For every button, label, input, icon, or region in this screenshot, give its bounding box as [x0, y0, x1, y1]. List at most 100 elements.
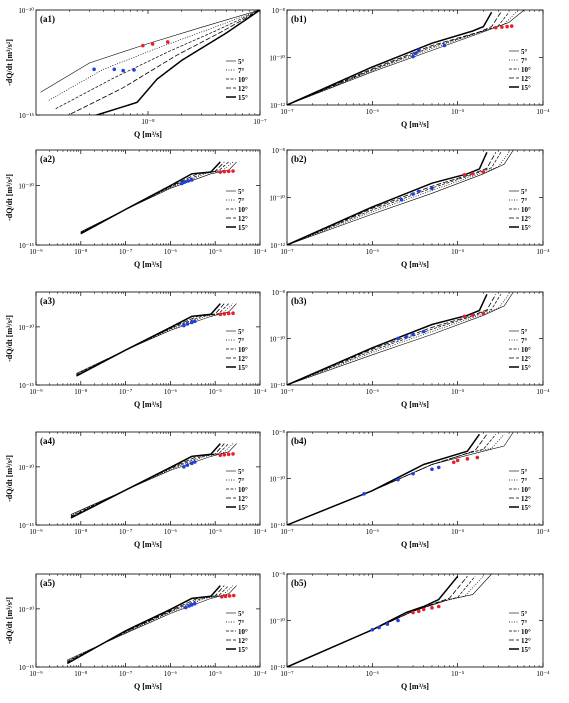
legend-label: 7° — [521, 619, 528, 627]
x-tick-label: 10⁻⁵ — [451, 670, 465, 678]
legend-label: 15° — [238, 364, 248, 372]
plot-frame — [35, 149, 261, 246]
series-line-4 — [67, 10, 260, 115]
red-marker — [222, 452, 227, 457]
series-line-1 — [287, 292, 514, 385]
x-tick-label: 10⁻⁷ — [119, 528, 133, 536]
legend-label: 10° — [521, 206, 531, 214]
blue-marker — [192, 601, 197, 606]
series-lines — [287, 292, 514, 385]
x-tick-label: 10⁻⁴ — [536, 670, 550, 678]
x-axis-label: Q [m³/s] — [134, 682, 162, 691]
panel-b4: 10⁻⁷ 10⁻⁶ 10⁻⁵ 10⁻⁴ 10⁻¹² 10⁻¹⁰ 10⁻⁸ (b4) 5°7°10… — [269, 429, 550, 549]
legend-label: 15° — [521, 224, 531, 232]
panel-label: (b1) — [291, 14, 307, 24]
x-tick-label: 10⁻⁵ — [451, 528, 465, 536]
blue-marker — [411, 332, 415, 337]
series-lines — [76, 303, 237, 377]
blue-marker — [436, 465, 441, 470]
blue-marker — [399, 198, 404, 202]
blue-marker — [377, 625, 381, 630]
plot-frame — [286, 573, 544, 668]
x-tick-label: 10⁻⁷ — [280, 388, 294, 396]
y-tick-label: 10⁻¹² — [270, 522, 285, 530]
x-tick-label: 10⁻⁸ — [74, 670, 88, 678]
red-marker — [165, 40, 170, 44]
y-tick-label: 10⁻¹⁰ — [269, 618, 285, 626]
red-marker — [219, 594, 224, 599]
legend-label: 5° — [238, 468, 245, 476]
y-tick-label: 10⁻⁸ — [272, 147, 286, 155]
legend-label: 15° — [238, 504, 248, 512]
series-line-1 — [287, 10, 525, 105]
blue-marker — [92, 67, 96, 72]
blue-marker — [442, 43, 447, 48]
y-tick-label: 10⁻¹² — [270, 102, 285, 110]
y-tick-label: 10⁻⁸ — [272, 289, 286, 297]
series-line-2 — [80, 161, 234, 233]
legend-label: 12° — [521, 215, 531, 223]
x-axis-label: Q [m³/s] — [134, 130, 162, 139]
y-tick-label: 10⁻¹⁰ — [269, 336, 285, 344]
series-line-2 — [287, 294, 510, 385]
red-marker — [150, 42, 155, 46]
x-tick-label: 10⁻⁴ — [536, 248, 550, 256]
series-lines — [66, 585, 237, 665]
x-tick-label: 10⁻⁸ — [74, 528, 88, 536]
legend-label: 7° — [521, 477, 528, 485]
blue-marker — [416, 189, 421, 194]
series-line-3 — [55, 10, 260, 110]
y-axis-label: -dQ/dt [m³/s²] — [5, 597, 14, 644]
red-marker — [421, 607, 426, 612]
plot-frame — [286, 431, 544, 526]
red-marker — [494, 25, 498, 30]
x-tick-label: 10⁻⁶ — [164, 528, 178, 536]
blue-marker — [183, 180, 187, 184]
red-marker — [231, 311, 235, 316]
red-marker — [481, 311, 486, 316]
series-line-4 — [287, 12, 502, 105]
panel-label: (a2) — [40, 154, 55, 164]
red-marker — [451, 460, 456, 465]
legend-label: 12° — [238, 495, 248, 503]
red-marker — [218, 453, 223, 458]
series-line-4 — [287, 576, 468, 667]
series-line-5 — [66, 585, 221, 665]
y-tick-label: 10⁻¹⁰ — [269, 55, 285, 63]
red-marker — [455, 458, 460, 463]
legend-label: 5° — [521, 48, 528, 56]
series-line-4 — [287, 294, 497, 385]
legend-label: 7° — [238, 337, 245, 345]
x-tick-label: 10⁻⁸ — [74, 248, 88, 256]
panel-a2: 10⁻⁹ 10⁻⁸ 10⁻⁷ 10⁻⁶ 10⁻⁵ 10⁻⁴ 10⁻¹⁵ 10⁻¹⁰ (a2) 5°… — [5, 149, 267, 269]
blue-marker — [396, 618, 400, 623]
panel-a1: 10⁻⁸ 10⁻⁷ 10⁻¹⁵ 10⁻¹⁰ (a1) 5°7°10°12°15° Q [m³… — [5, 7, 267, 139]
legend-label: 7° — [238, 477, 245, 485]
y-axis-label: -dQ/dt [m³/s²] — [5, 39, 14, 86]
x-tick-label: 10⁻⁸ — [141, 118, 155, 126]
blue-marker — [411, 192, 415, 196]
legend-label: 12° — [521, 75, 531, 83]
y-tick-label: 10⁻¹² — [270, 382, 285, 390]
plot-frame — [35, 291, 261, 386]
legend-label: 7° — [521, 57, 528, 65]
legend-label: 5° — [521, 328, 528, 336]
blue-marker — [112, 67, 117, 72]
legend-label: 15° — [238, 224, 248, 232]
blue-marker — [411, 54, 415, 59]
series-lines — [40, 10, 260, 115]
series-line-1 — [287, 150, 514, 245]
blue-marker — [396, 336, 400, 341]
series-line-3 — [287, 434, 497, 525]
legend-label: 7° — [521, 197, 528, 205]
red-marker — [226, 452, 231, 457]
blue-marker — [187, 604, 191, 608]
legend-label: 10° — [521, 486, 531, 494]
x-tick-label: 10⁻⁵ — [451, 108, 465, 116]
plot-frame — [286, 149, 544, 246]
red-marker — [462, 173, 467, 177]
red-marker — [226, 169, 231, 174]
blue-marker — [185, 322, 190, 326]
blue-marker — [362, 491, 366, 496]
blue-marker — [132, 68, 136, 72]
